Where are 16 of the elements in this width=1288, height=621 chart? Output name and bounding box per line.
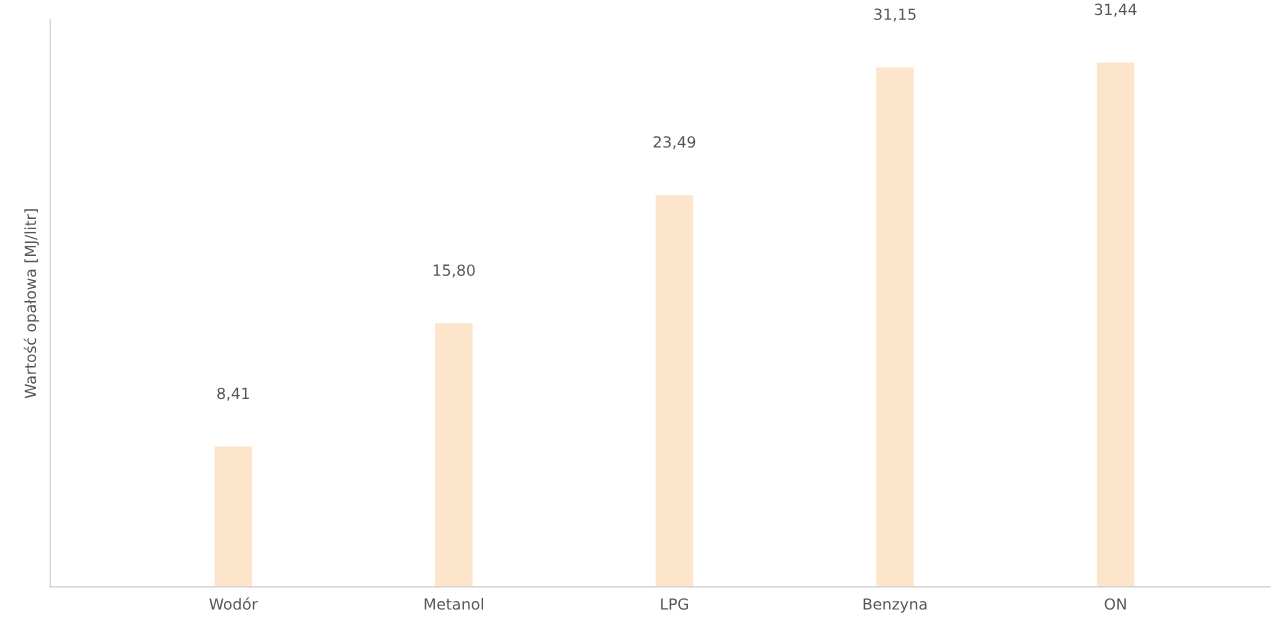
x-tick-label: ON <box>1104 598 1126 610</box>
x-tick-label: Benzyna <box>863 598 927 613</box>
bar <box>214 446 253 587</box>
data-label: 8,41 <box>217 387 249 401</box>
y-axis-title: Wartość opałowa [MJ/litr] <box>23 209 40 399</box>
bar <box>655 195 694 587</box>
x-tick-label: Metanol <box>424 597 484 610</box>
data-label: 15,80 <box>433 264 475 278</box>
bar <box>1096 62 1135 587</box>
data-label: 31,44 <box>1094 3 1137 17</box>
x-tick-label: LPG <box>661 598 688 610</box>
bar <box>435 323 473 587</box>
data-label: 23,49 <box>653 136 696 150</box>
bar <box>876 67 914 587</box>
data-label: 31,15 <box>874 8 916 22</box>
x-tick-label: Wodór <box>209 597 258 610</box>
